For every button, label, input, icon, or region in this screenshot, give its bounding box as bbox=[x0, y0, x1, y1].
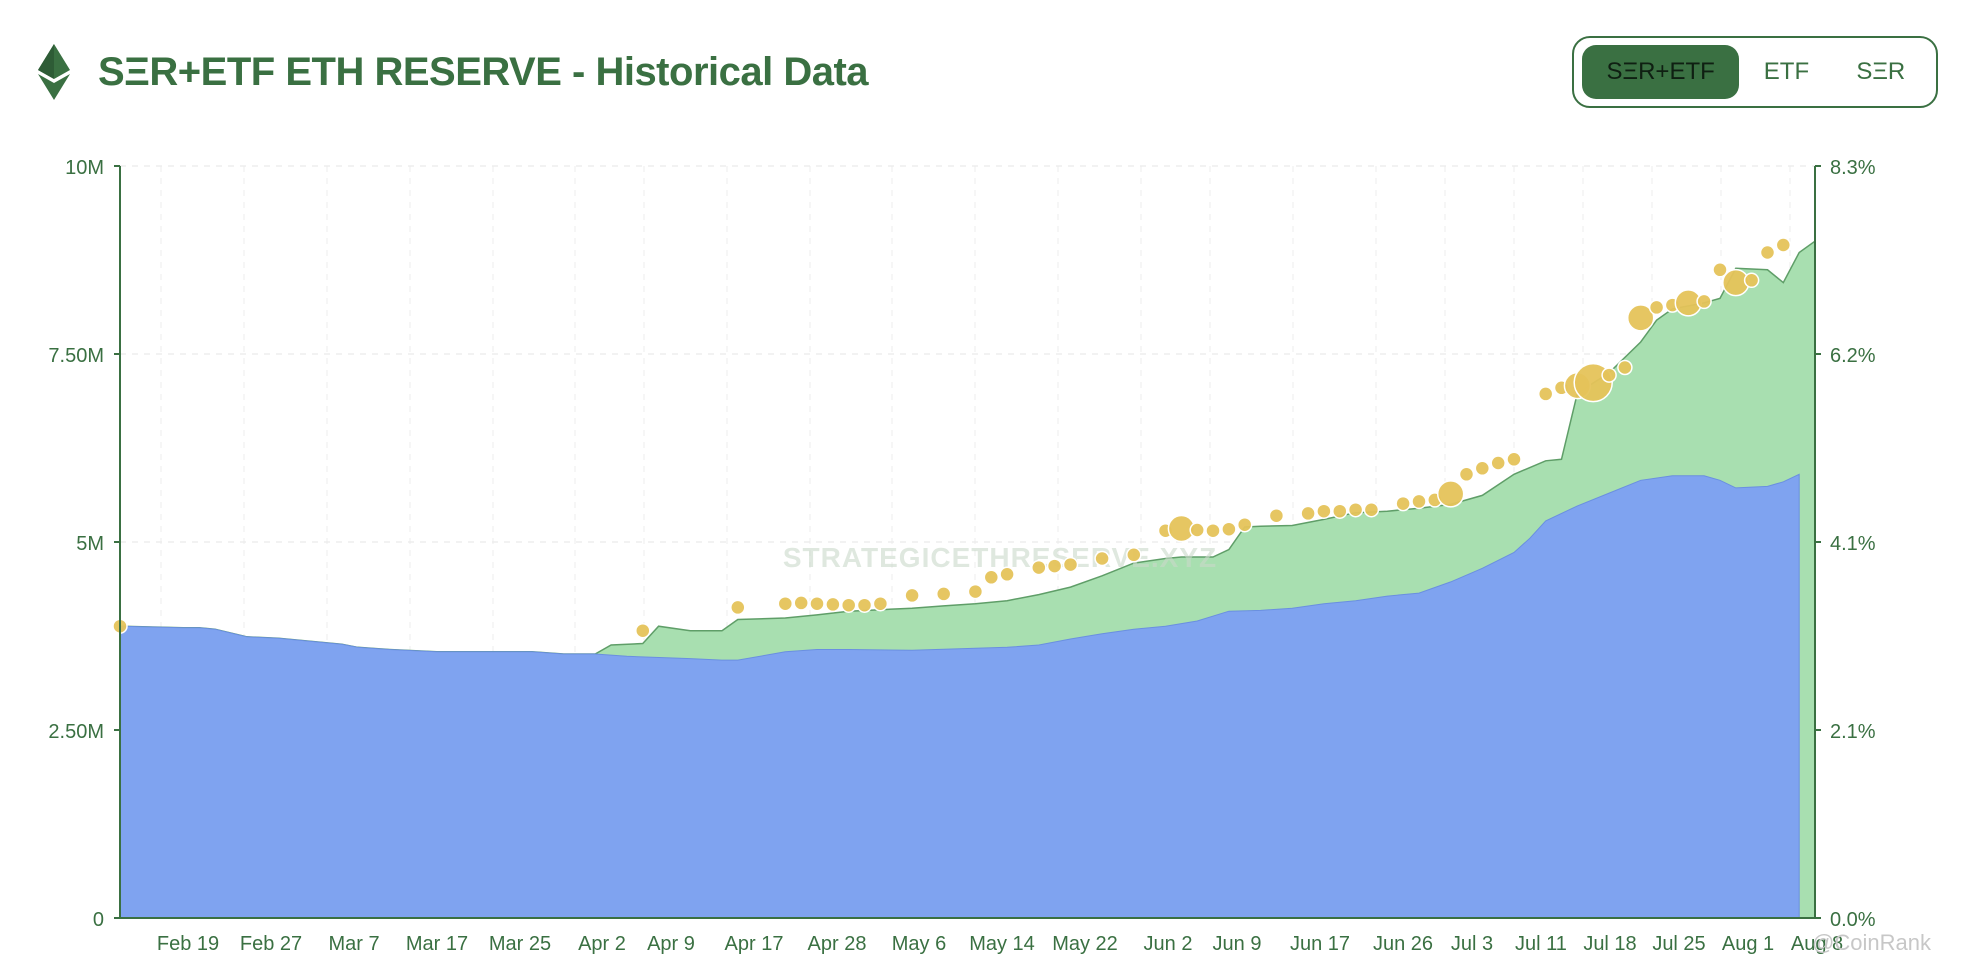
x-tick-label: Aug 1 bbox=[1722, 933, 1774, 955]
purchase-marker[interactable] bbox=[1490, 455, 1506, 471]
ser-area bbox=[119, 473, 1800, 919]
x-tick-label: Mar 17 bbox=[406, 933, 468, 955]
x-tick-label: May 22 bbox=[1052, 933, 1118, 955]
x-tick-label: May 6 bbox=[892, 933, 946, 955]
y-tick-label: 0 bbox=[93, 909, 104, 931]
purchase-marker[interactable] bbox=[777, 595, 794, 612]
x-tick-label: Mar 25 bbox=[489, 933, 551, 955]
purchase-marker[interactable] bbox=[1062, 556, 1079, 573]
purchase-marker[interactable] bbox=[730, 599, 746, 616]
purchase-marker[interactable] bbox=[1363, 501, 1380, 518]
y2-tick-label: 6.2% bbox=[1830, 345, 1876, 367]
purchase-marker[interactable] bbox=[1031, 559, 1047, 576]
y2-tick-label: 2.1% bbox=[1830, 721, 1876, 743]
purchase-markers bbox=[112, 237, 1792, 639]
toggle-ser-etf[interactable]: SΞR+ETF bbox=[1582, 45, 1740, 99]
purchase-marker[interactable] bbox=[904, 587, 920, 604]
purchase-marker[interactable] bbox=[635, 622, 651, 639]
purchase-marker[interactable] bbox=[809, 595, 825, 612]
purchase-marker[interactable] bbox=[1617, 359, 1633, 376]
purchase-marker[interactable] bbox=[840, 597, 857, 613]
x-tick-label: Jul 18 bbox=[1583, 933, 1636, 955]
purchase-marker[interactable] bbox=[1458, 466, 1475, 483]
x-tick-label: Aug 8 bbox=[1791, 933, 1843, 955]
purchase-marker[interactable] bbox=[967, 583, 984, 600]
purchase-marker[interactable] bbox=[935, 586, 952, 602]
purchase-marker[interactable] bbox=[1712, 262, 1728, 278]
chart-header: SΞR+ETF ETH RESERVE - Historical Data bbox=[36, 40, 869, 104]
purchase-marker[interactable] bbox=[1094, 550, 1110, 567]
purchase-marker[interactable] bbox=[1221, 521, 1237, 537]
y2-axis-ticks: 0.0% 2.1% 4.1% 6.2% 8.3% bbox=[1815, 157, 1876, 931]
purchase-marker[interactable] bbox=[1743, 272, 1760, 289]
x-tick-label: Jun 9 bbox=[1213, 933, 1262, 955]
purchase-marker[interactable] bbox=[1332, 503, 1348, 519]
purchase-marker[interactable] bbox=[856, 597, 873, 613]
purchase-marker[interactable] bbox=[1474, 460, 1491, 477]
purchase-marker[interactable] bbox=[1268, 507, 1285, 524]
dataset-toggle: SΞR+ETF ETF SΞR bbox=[1572, 36, 1938, 108]
purchase-marker[interactable] bbox=[1648, 299, 1665, 316]
x-tick-label: Jul 11 bbox=[1515, 933, 1567, 955]
purchase-marker[interactable] bbox=[1537, 386, 1554, 402]
y-tick-label: 2.50M bbox=[48, 721, 104, 743]
x-tick-label: Jun 26 bbox=[1373, 933, 1433, 955]
purchase-marker[interactable] bbox=[793, 595, 809, 611]
x-tick-label: Jun 17 bbox=[1290, 933, 1350, 955]
x-tick-label: Apr 2 bbox=[578, 933, 626, 955]
y-axis-ticks: 0 2.50M 5M 7.50M 10M bbox=[48, 157, 120, 931]
x-tick-label: Jul 3 bbox=[1451, 933, 1493, 955]
purchase-marker[interactable] bbox=[983, 569, 1000, 586]
purchase-marker[interactable] bbox=[1347, 501, 1364, 518]
purchase-marker[interactable] bbox=[1411, 493, 1427, 510]
y2-tick-label: 8.3% bbox=[1830, 157, 1876, 179]
x-tick-label: Apr 9 bbox=[647, 933, 695, 955]
purchase-marker[interactable] bbox=[1236, 516, 1253, 533]
purchase-marker[interactable] bbox=[872, 595, 889, 612]
purchase-marker[interactable] bbox=[1626, 304, 1655, 332]
y-tick-label: 10M bbox=[65, 157, 104, 179]
page-title: SΞR+ETF ETH RESERVE - Historical Data bbox=[98, 49, 869, 94]
toggle-etf[interactable]: ETF bbox=[1763, 58, 1810, 85]
purchase-marker[interactable] bbox=[1436, 480, 1465, 508]
x-tick-label: Apr 28 bbox=[808, 933, 867, 955]
purchase-marker[interactable] bbox=[999, 566, 1015, 583]
purchase-marker[interactable] bbox=[1126, 547, 1142, 563]
x-tick-label: Apr 17 bbox=[725, 933, 784, 955]
y-tick-label: 5M bbox=[76, 533, 104, 555]
y-tick-label: 7.50M bbox=[48, 345, 104, 367]
toggle-ser[interactable]: SΞR bbox=[1856, 58, 1906, 85]
purchase-marker[interactable] bbox=[1300, 505, 1316, 522]
x-tick-label: Feb 27 bbox=[240, 933, 302, 955]
purchase-marker[interactable] bbox=[1601, 367, 1617, 383]
y2-tick-label: 0.0% bbox=[1830, 909, 1876, 931]
watermark-text: STRATEGICETHRESERVE.XYZ bbox=[783, 542, 1217, 573]
purchase-marker[interactable] bbox=[1775, 237, 1792, 253]
purchase-marker[interactable] bbox=[1759, 244, 1776, 261]
x-tick-label: Feb 19 bbox=[157, 933, 219, 955]
x-tick-label: Jun 2 bbox=[1144, 933, 1193, 955]
x-tick-label: Jul 25 bbox=[1652, 933, 1705, 955]
purchase-marker[interactable] bbox=[825, 596, 841, 613]
purchase-marker[interactable] bbox=[1696, 293, 1712, 310]
purchase-marker[interactable] bbox=[1046, 558, 1063, 574]
x-tick-label: May 14 bbox=[969, 933, 1035, 955]
ethereum-icon bbox=[38, 44, 70, 100]
purchase-marker[interactable] bbox=[1189, 522, 1205, 538]
x-tick-label: Mar 7 bbox=[328, 933, 379, 955]
y2-tick-label: 4.1% bbox=[1830, 533, 1876, 555]
purchase-marker[interactable] bbox=[1506, 451, 1522, 468]
credit-text: @CoinRank bbox=[1812, 930, 1931, 955]
purchase-marker[interactable] bbox=[1395, 495, 1411, 512]
x-axis-ticks: Feb 19 Feb 27 Mar 7 Mar 17 Mar 25 Apr 2 Apr 9 A… bbox=[157, 933, 1843, 955]
purchase-marker[interactable] bbox=[1316, 503, 1332, 519]
purchase-marker[interactable] bbox=[1205, 522, 1221, 539]
